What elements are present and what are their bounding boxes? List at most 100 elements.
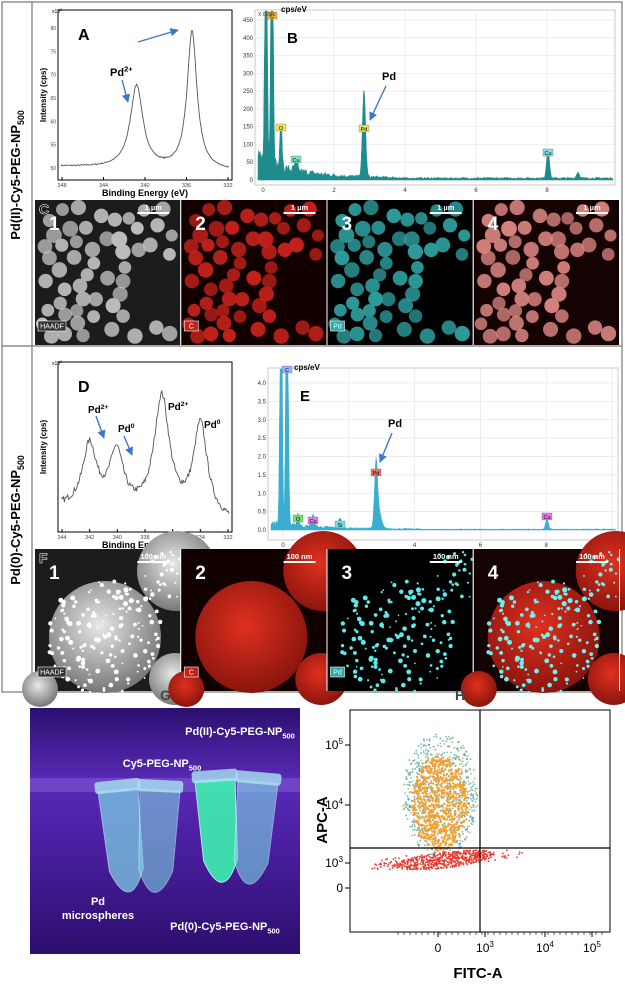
event-dot (455, 820, 458, 824)
particle (122, 212, 136, 225)
y-tick-label-sup: 4 (338, 797, 343, 806)
event-dot (450, 860, 453, 863)
nanoparticle (114, 637, 118, 641)
event-dot (413, 823, 416, 826)
x-tick-label-main: 0 (435, 941, 442, 955)
nanoparticle (515, 685, 519, 689)
nanoparticle (48, 621, 53, 626)
nanoparticle (382, 589, 385, 592)
event-dot (491, 853, 494, 856)
event-dot (416, 766, 418, 769)
nanoparticle (421, 587, 425, 591)
event-dot (516, 856, 518, 859)
nanoparticle (150, 652, 155, 656)
nanoparticle (61, 628, 64, 632)
event-dot (411, 770, 414, 773)
tube (137, 778, 184, 893)
event-dot (446, 807, 449, 811)
particle (379, 310, 393, 324)
nanoparticle (115, 589, 120, 594)
event-dot (414, 812, 418, 815)
event-dot (435, 820, 438, 823)
event-dot (383, 864, 386, 867)
nanoparticle (122, 601, 129, 607)
nanoparticle (526, 591, 530, 594)
nanoparticle (487, 643, 491, 648)
nanoparticle (340, 643, 345, 648)
nanoparticle (176, 572, 179, 575)
micrograph-tile: 21 µmC (181, 199, 328, 345)
event-dot (462, 850, 465, 853)
particle (70, 315, 86, 331)
event-dot (503, 855, 505, 858)
event-dot (424, 816, 428, 819)
particle (188, 250, 204, 266)
nanoparticle (56, 646, 61, 650)
event-dot (442, 816, 446, 819)
event-dot (446, 751, 449, 754)
event-dot (462, 765, 465, 768)
particle (225, 220, 240, 235)
event-dot (452, 736, 454, 739)
event-dot (412, 861, 415, 864)
event-dot (445, 860, 448, 863)
event-dot (454, 830, 457, 833)
event-dot (465, 768, 467, 771)
y-tick-label: 400 (243, 36, 254, 42)
nanoparticle (139, 638, 143, 642)
nanoparticle (353, 603, 359, 608)
event-dot (441, 855, 444, 858)
particle (347, 238, 361, 252)
event-dot (470, 861, 473, 864)
scale-bar-label: 1 µm (145, 203, 163, 212)
nanoparticle (421, 597, 427, 604)
nanoparticle (593, 638, 596, 641)
event-dot (394, 860, 397, 862)
event-dot (442, 853, 445, 856)
nanoparticle (373, 688, 377, 692)
event-dot (424, 829, 428, 833)
event-dot (416, 861, 419, 863)
event-dot (439, 775, 443, 779)
photo-label-main: Cy5-PEG-NP (123, 758, 189, 770)
event-dot (434, 848, 437, 852)
particle (561, 212, 574, 225)
scale-bar-label: 1 µm (291, 203, 309, 212)
nanoparticle (60, 650, 65, 655)
event-dot (419, 839, 422, 842)
event-dot (422, 867, 425, 870)
event-dot (454, 785, 458, 788)
y-tick-label: 3.0 (258, 418, 267, 424)
event-dot (448, 756, 451, 759)
event-dot (420, 828, 423, 831)
event-dot (419, 868, 422, 871)
particle (216, 304, 230, 318)
event-dot (451, 838, 454, 842)
event-dot (432, 865, 435, 868)
event-dot (431, 797, 434, 801)
nanoparticle (85, 668, 89, 671)
particle (442, 218, 458, 233)
nanoparticle (359, 666, 364, 671)
nanoparticle (404, 594, 409, 599)
particle (509, 315, 524, 331)
nanoparticle (429, 670, 432, 673)
event-dot (465, 812, 468, 815)
event-dot (449, 764, 452, 767)
nanoparticle (352, 609, 356, 613)
particle (254, 212, 269, 227)
event-dot (422, 744, 425, 747)
event-dot (423, 825, 426, 829)
event-dot (452, 854, 455, 857)
nanoparticle (353, 628, 357, 632)
event-dot (471, 803, 474, 806)
xps-plot-frame (57, 9, 233, 181)
particle (245, 231, 261, 247)
event-dot (434, 764, 437, 768)
nanoparticle (562, 582, 566, 585)
particle (526, 256, 539, 270)
event-dot (405, 769, 407, 772)
section-label: Pd(0)-Cy5-PEG-NP500 (8, 455, 26, 585)
y-tick-label-main: 10 (325, 856, 339, 870)
tube-cap (235, 770, 282, 786)
